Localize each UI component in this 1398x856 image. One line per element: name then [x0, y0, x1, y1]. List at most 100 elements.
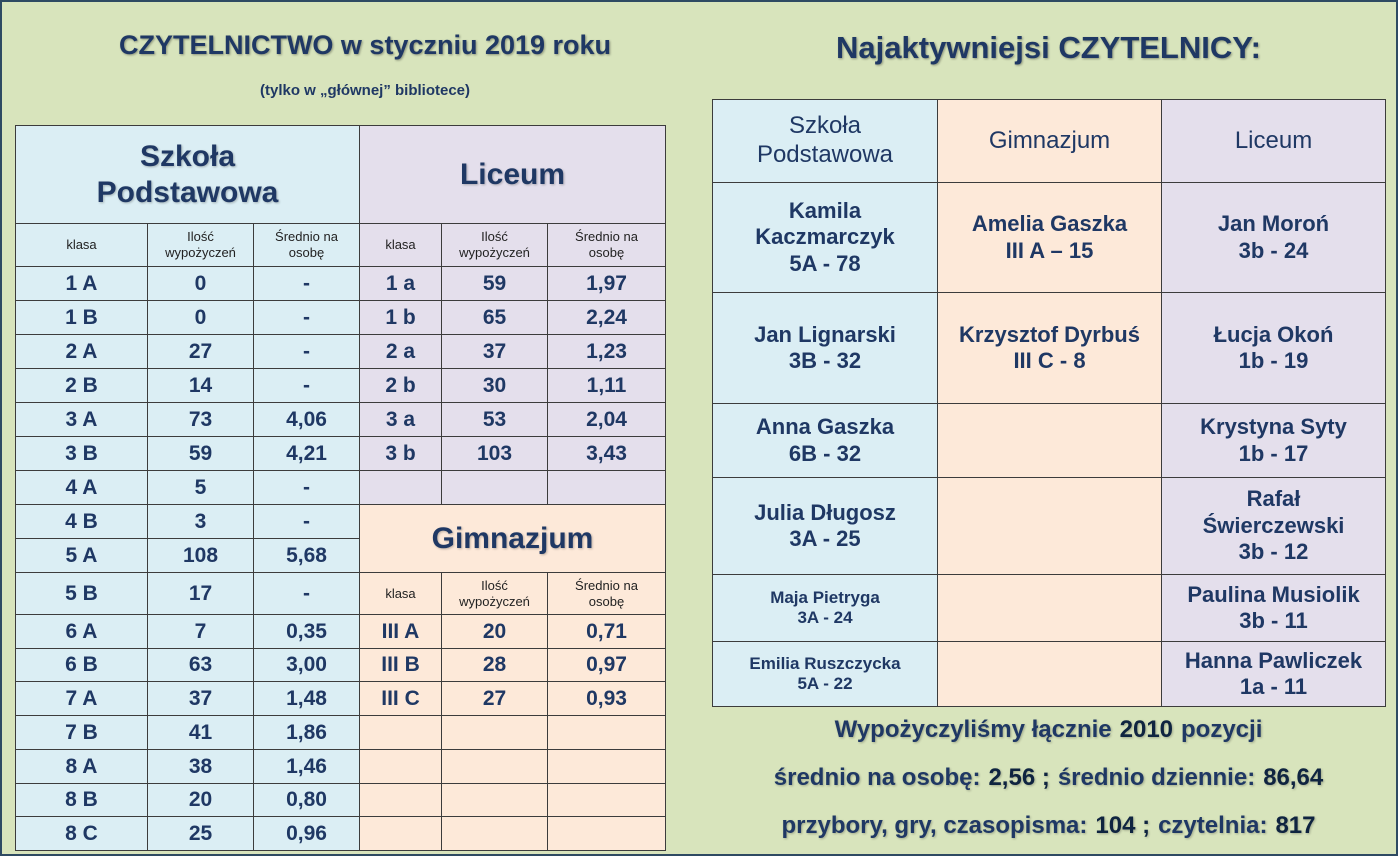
reader-score: 3b - 24 — [1238, 237, 1309, 263]
table-value: 6 B — [65, 653, 98, 677]
table-value: 8 B — [65, 788, 98, 812]
reader-name: Paulina Musiolik — [1187, 581, 1360, 607]
column-header: klasa — [385, 585, 416, 601]
table-value: 5 A — [65, 543, 98, 567]
table-value: 2 a — [385, 339, 416, 363]
table-cell: 8 B — [15, 782, 148, 818]
table-value: 2,04 — [586, 407, 627, 431]
table-value: 37 — [482, 339, 507, 363]
column-header: Ilość wypożyczeń — [459, 229, 530, 260]
column-header: Ilość wypożyczeń — [459, 577, 530, 609]
table-value: 3 B — [65, 441, 98, 465]
reader-score: 1b - 19 — [1238, 348, 1309, 373]
table-cell: - — [253, 470, 360, 505]
table-cell: klasa — [359, 223, 442, 267]
column-header: Średnio na osobę — [575, 229, 638, 260]
table-value: 2,24 — [586, 305, 627, 329]
table-cell: 2 A — [15, 334, 148, 369]
table-value: 8 C — [65, 822, 98, 846]
table-cell: Anna Gaszka 6B - 32 — [712, 403, 938, 478]
table-cell: Łucja Okoń 1b - 19 — [1161, 292, 1386, 404]
table-value: 30 — [482, 373, 507, 397]
table-value: - — [303, 475, 310, 499]
column-header: Ilość wypożyczeń — [165, 229, 236, 260]
table-cell: 7 B — [15, 715, 148, 750]
table-cell: 30 — [441, 368, 548, 403]
table-value: 37 — [188, 687, 213, 711]
table-value: 4 A — [65, 475, 98, 499]
table-value: 103 — [476, 441, 513, 465]
summary-label: pozycji — [1181, 716, 1263, 743]
table-cell: 41 — [147, 715, 254, 750]
table-value: 27 — [482, 687, 507, 711]
table-cell: 53 — [441, 402, 548, 437]
table-value: - — [303, 581, 310, 605]
table-cell: - — [253, 334, 360, 369]
summary-value: 86,64 — [1263, 764, 1324, 791]
left-title: CZYTELNICTWO w styczniu 2019 roku — [118, 30, 612, 60]
table-value: 0 — [194, 271, 207, 295]
table-cell: - — [253, 504, 360, 539]
table-cell: 3,00 — [253, 647, 360, 683]
table-value: 0 — [194, 305, 207, 329]
table-value: 4,21 — [286, 441, 327, 465]
summary-label: średnio dziennie: — [1057, 764, 1256, 791]
table-cell — [441, 782, 548, 818]
table-cell: 0,96 — [253, 816, 360, 851]
table-cell: Szkoła Podstawowa — [712, 99, 938, 183]
table-value: 8 A — [65, 754, 98, 778]
table-cell: 27 — [147, 334, 254, 369]
table-cell: 5 — [147, 470, 254, 505]
table-cell: Średnio na osobę — [547, 572, 666, 615]
table-value: 3 b — [385, 441, 416, 465]
table-value: III B — [381, 653, 420, 677]
table-cell: 28 — [441, 647, 548, 683]
column-header: Średnio na osobę — [275, 229, 338, 260]
table-cell: Ilość wypożyczeń — [441, 572, 548, 615]
table-cell — [937, 574, 1162, 642]
table-value: 53 — [482, 407, 507, 431]
table-cell: Emilia Ruszczycka 5A - 22 — [712, 641, 938, 707]
table-cell: 4,21 — [253, 436, 360, 471]
table-cell — [937, 641, 1162, 707]
table-cell: III C — [359, 681, 442, 717]
table-value: 1,23 — [586, 339, 627, 363]
table-cell: 63 — [147, 647, 254, 683]
column-header: Gimnazjum — [988, 126, 1111, 154]
table-cell: 108 — [147, 538, 254, 573]
table-cell: Jan Moroń 3b - 24 — [1161, 182, 1386, 293]
table-cell: Średnio na osobę — [253, 223, 360, 267]
table-cell — [359, 748, 442, 784]
table-cell: Paulina Musiolik 3b - 11 — [1161, 574, 1386, 642]
table-cell: 59 — [147, 436, 254, 471]
table-cell: klasa — [15, 223, 148, 267]
table-cell: 3 B — [15, 436, 148, 471]
reader-name: Jan Lignarski — [754, 321, 896, 347]
reader-name: Maja Pietryga — [770, 587, 880, 607]
table-cell: Amelia Gaszka III A – 15 — [937, 182, 1162, 293]
column-header: Liceum — [1234, 126, 1313, 154]
table-cell: 103 — [441, 436, 548, 471]
table-cell — [547, 782, 666, 818]
table-value: 20 — [188, 788, 213, 812]
table-value: 7 — [194, 619, 207, 643]
table-cell: 1,86 — [253, 715, 360, 750]
reader-score: 1b - 17 — [1238, 440, 1309, 466]
table-cell: 17 — [147, 572, 254, 615]
table-cell — [441, 470, 548, 505]
table-value: - — [303, 509, 310, 533]
table-cell — [937, 403, 1162, 478]
table-cell: 1 A — [15, 266, 148, 301]
reader-score: 3b - 12 — [1238, 539, 1309, 565]
reader-name: Kamila Kaczmarczyk — [755, 197, 895, 250]
table-cell — [547, 470, 666, 505]
reader-name: Łucja Okoń — [1213, 321, 1334, 347]
table-value: 65 — [482, 305, 507, 329]
table-cell: klasa — [359, 572, 442, 615]
table-value: 3 a — [385, 407, 416, 431]
table-value: 63 — [188, 653, 213, 677]
table-cell: Średnio na osobę — [547, 223, 666, 267]
table-value: 59 — [482, 271, 507, 295]
table-value: 41 — [188, 720, 213, 744]
reader-score: 1a - 11 — [1239, 674, 1308, 699]
